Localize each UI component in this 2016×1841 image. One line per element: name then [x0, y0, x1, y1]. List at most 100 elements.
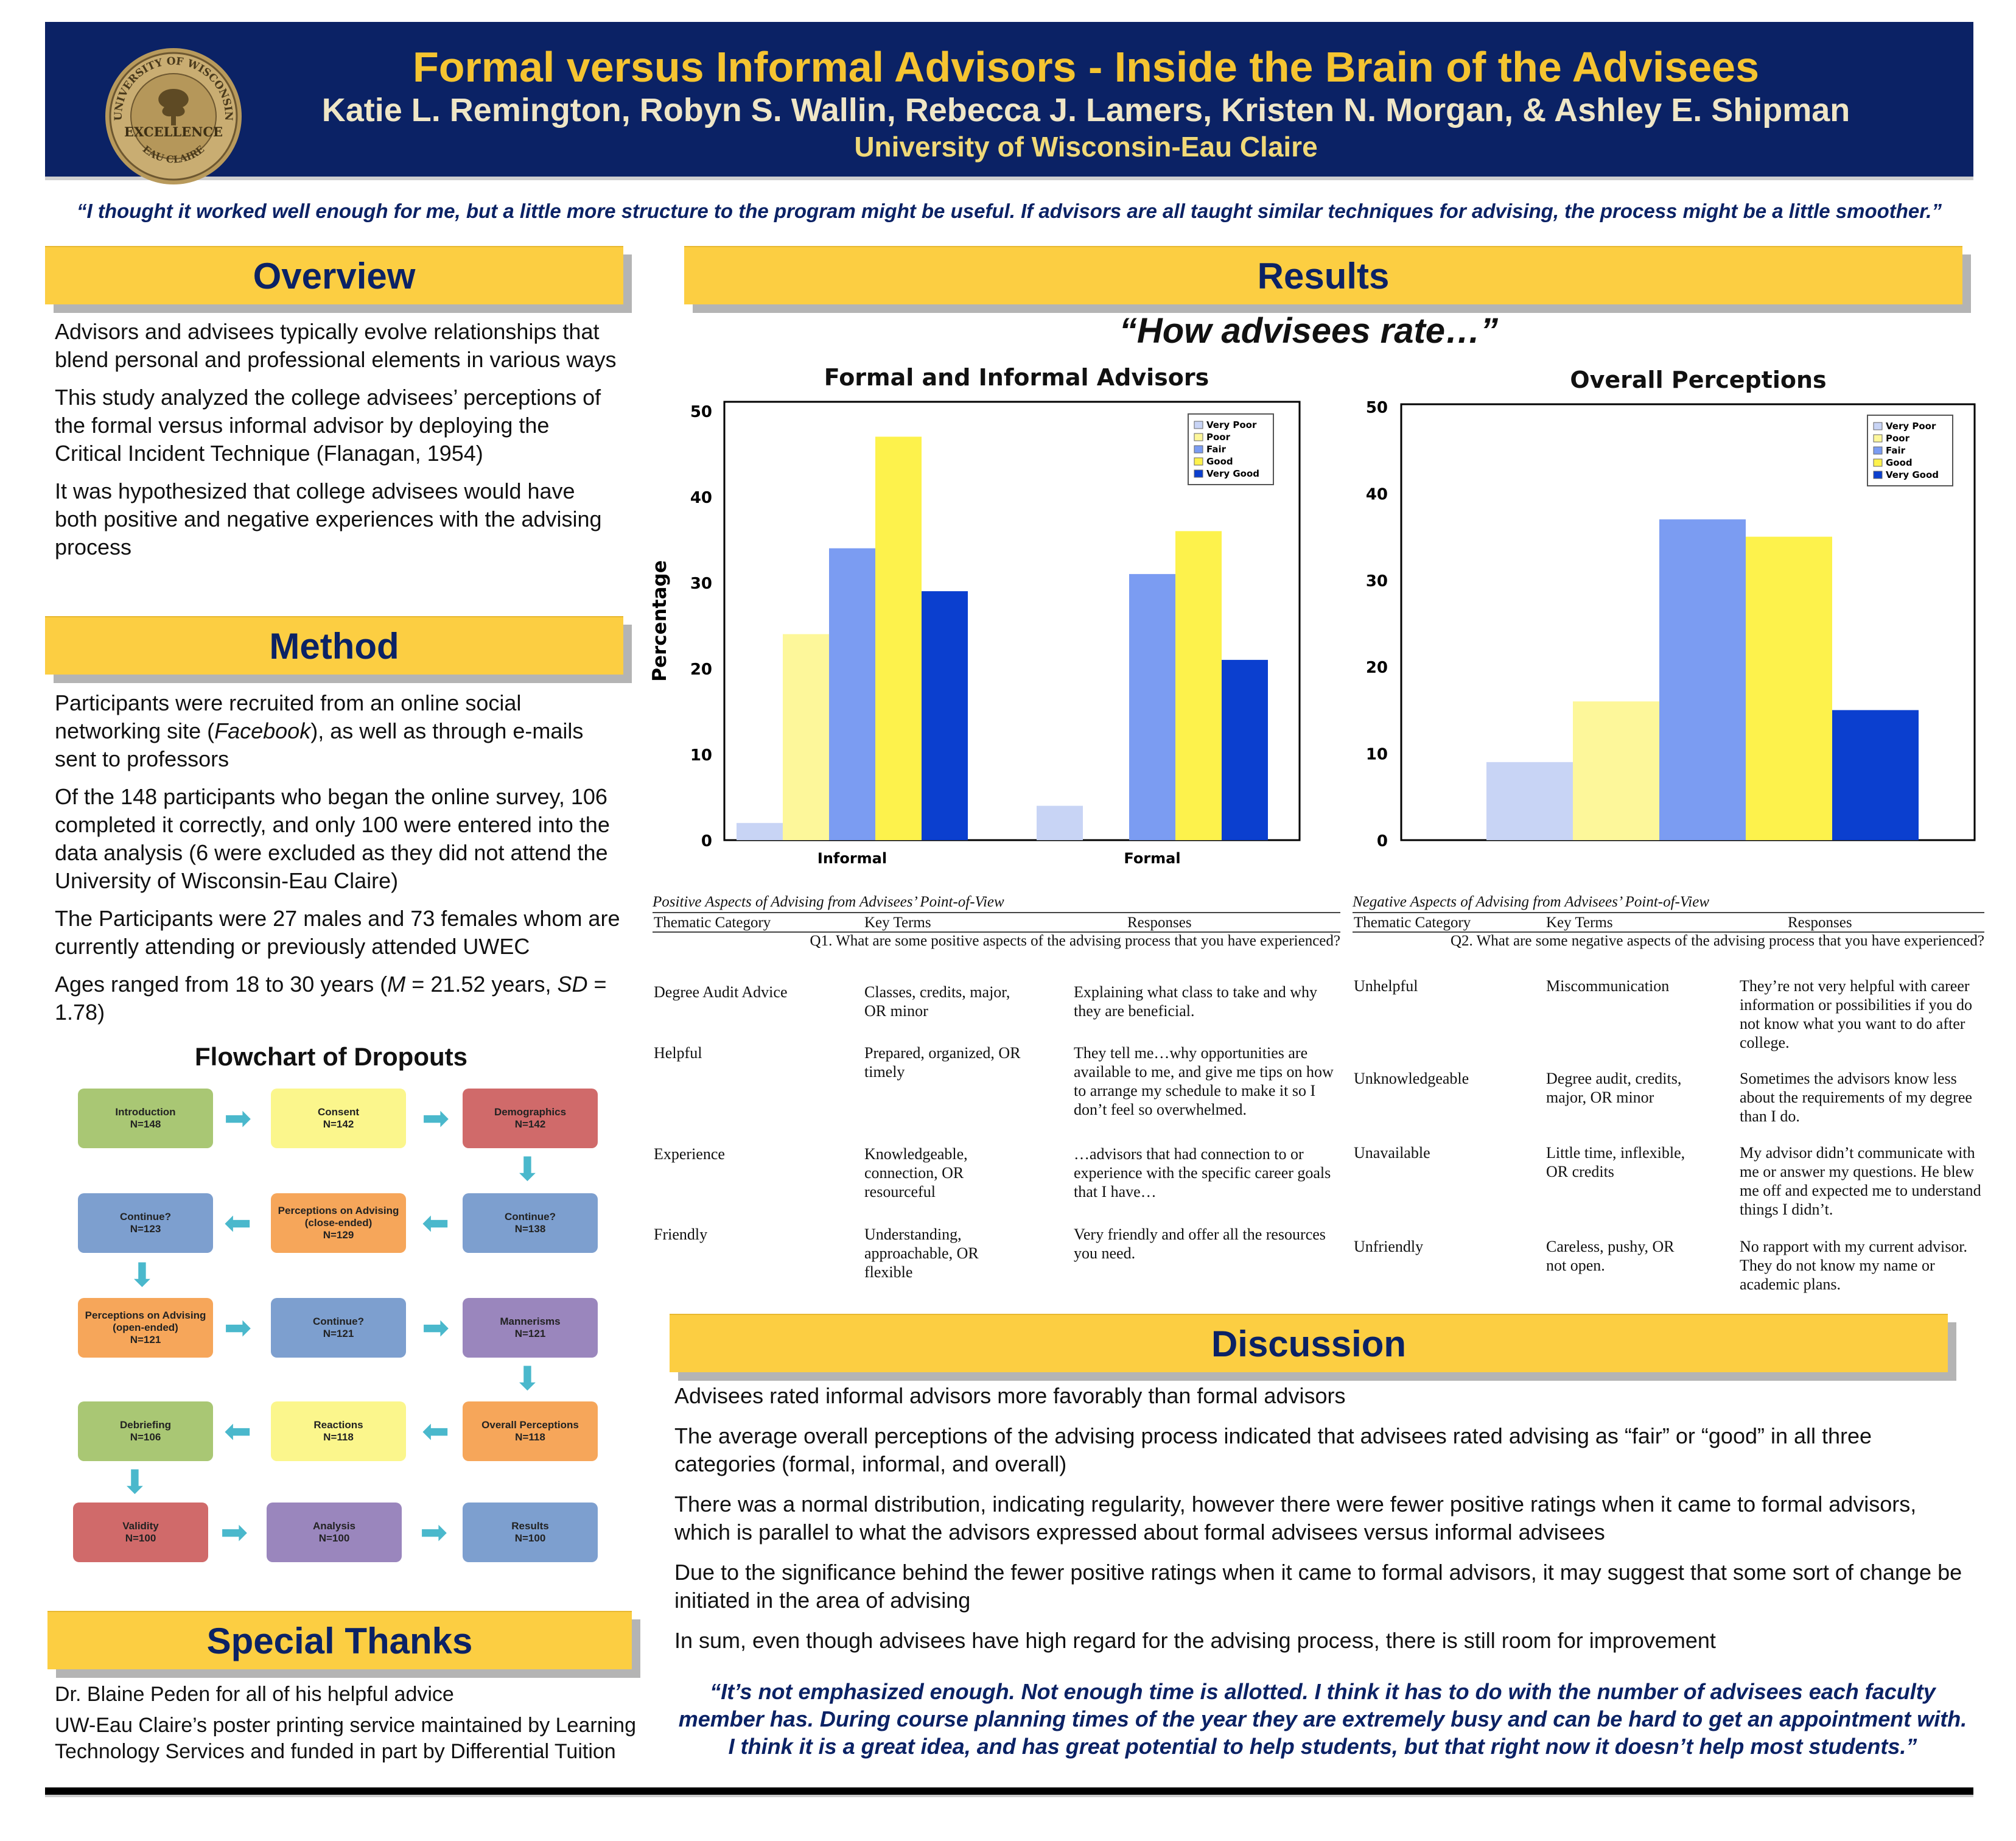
overview-paragraph: It was hypothesized that college advisee…	[55, 479, 602, 559]
bar-poor	[783, 634, 829, 840]
legend-label: Good	[1886, 457, 1913, 468]
legend-label: Poor	[1886, 433, 1910, 444]
discussion-banner: Discussion	[670, 1314, 1948, 1372]
flow-box-mannerisms: Mannerisms N=121	[463, 1298, 598, 1358]
legend-swatch	[1194, 433, 1203, 441]
overview-banner: Overview	[45, 246, 623, 304]
arrow-down-icon: ➡	[117, 1467, 154, 1495]
overview-paragraph: Advisors and advisees typically evolve r…	[55, 319, 617, 372]
chart-formal-informal: Percentage 0 10 20 30 40 50 Informal Formal Ve…	[651, 401, 1301, 864]
arrow-left-icon: ➡	[224, 1413, 252, 1450]
legend-label: Very Good	[1886, 469, 1939, 480]
bar-very-good	[922, 591, 968, 840]
legend-swatch	[1873, 458, 1883, 467]
thanks-text: Dr. Blaine Peden for all of his helpful …	[55, 1681, 651, 1775]
poster-title: Formal versus Informal Advisors - Inside…	[412, 43, 1760, 91]
legend-swatch	[1194, 421, 1203, 429]
chart1-ylabel: Percentage	[651, 560, 671, 681]
flow-box-continue-138: Continue? N=138	[463, 1193, 598, 1253]
method-paragraph: Of the 148 participants who began the on…	[55, 784, 610, 893]
legend-swatch	[1194, 445, 1203, 454]
header-responses: Responses	[1127, 914, 1192, 931]
arrow-left-icon: ➡	[224, 1205, 252, 1241]
header-responses: Responses	[1788, 914, 1852, 931]
legend-label: Fair	[1206, 444, 1227, 455]
chart1-title: Formal and Informal Advisors	[824, 364, 1209, 391]
method-banner: Method	[45, 616, 623, 675]
legend-swatch	[1873, 471, 1883, 479]
bar-fair	[1659, 519, 1746, 840]
flow-box-introduction: Introduction N=148	[78, 1089, 213, 1148]
legend-label: Very Poor	[1206, 419, 1257, 430]
poster-authors: Katie L. Remington, Robyn S. Wallin, Reb…	[321, 92, 1850, 128]
header-key-terms: Key Terms	[864, 914, 931, 931]
flowchart: Introduction N=148 ➡ Consent N=142 ➡ Demog…	[61, 1078, 621, 1565]
arrow-right-icon: ➡	[422, 1310, 450, 1346]
method-text: Participants were recruited from an onli…	[55, 689, 621, 1036]
overview-text: Advisors and advisees typically evolve r…	[55, 318, 621, 571]
y-tick-label: 40	[690, 489, 712, 507]
flow-box-results: Results N=100	[463, 1503, 598, 1562]
rate-heading: “How advisees rate…”	[1119, 311, 1499, 351]
flow-box-consent: Consent N=142	[271, 1089, 406, 1148]
legend-swatch	[1873, 446, 1883, 455]
table-row: Unavailable Little time, inflexible, OR …	[1354, 1144, 1981, 1218]
bar-good	[875, 437, 922, 840]
positive-table-header: Thematic Category Key Terms Responses	[653, 913, 1340, 933]
legend-label: Very Good	[1206, 468, 1259, 479]
negative-table-question: Q2. What are some negative aspects of th…	[1451, 933, 1984, 949]
y-tick-label: 30	[690, 575, 712, 593]
header-thematic-category: Thematic Category	[1354, 914, 1471, 931]
legend-label: Very Poor	[1886, 421, 1936, 432]
y-tick-label: 50	[690, 403, 712, 421]
bar-good	[1746, 536, 1832, 840]
bar-good	[1175, 531, 1222, 840]
y-tick-label: 20	[1366, 659, 1388, 677]
x-category-label: Formal	[1124, 850, 1180, 864]
legend-label: Good	[1206, 456, 1233, 467]
discussion-text: Advisees rated informal advisors more fa…	[674, 1382, 1971, 1667]
flow-box-overall-perceptions: Overall Perceptions N=118	[463, 1401, 598, 1461]
flow-box-continue-121: Continue? N=121	[271, 1298, 406, 1358]
method-paragraph: Participants were recruited from an onli…	[55, 690, 584, 771]
thanks-paragraph: UW-Eau Claire’s poster printing service …	[55, 1714, 636, 1763]
bar-fair	[829, 548, 875, 840]
flowchart-title: Flowchart of Dropouts	[195, 1042, 467, 1071]
table-row: Friendly Understanding, approachable, OR…	[654, 1226, 1326, 1281]
thanks-paragraph: Dr. Blaine Peden for all of his helpful …	[55, 1683, 454, 1706]
arrow-left-icon: ➡	[422, 1413, 450, 1450]
positive-table-question: Q1. What are some positive aspects of th…	[810, 933, 1340, 949]
flow-box-analysis: Analysis N=100	[267, 1503, 402, 1562]
bar-very-poor	[737, 822, 783, 840]
table-row: Helpful Prepared, organized, OR timely T…	[654, 1044, 1334, 1118]
x-category-label: Informal	[817, 850, 887, 864]
overview-paragraph: This study analyzed the college advisees…	[55, 385, 601, 466]
top-quote: “I thought it worked well enough for me,…	[77, 200, 1942, 222]
flow-box-debriefing: Debriefing N=106	[78, 1401, 213, 1461]
arrow-right-icon: ➡	[224, 1310, 252, 1346]
negative-table-header: Thematic Category Key Terms Responses	[1353, 913, 1984, 933]
y-tick-label: 50	[1366, 399, 1388, 417]
legend-swatch	[1194, 457, 1203, 466]
discussion-paragraph: Due to the significance behind the fewer…	[674, 1560, 1962, 1613]
header-thematic-category: Thematic Category	[654, 914, 771, 931]
y-tick-label: 30	[1366, 572, 1388, 591]
legend-swatch	[1194, 469, 1203, 478]
y-tick-label: 40	[1366, 485, 1388, 503]
arrow-right-icon: ➡	[422, 1100, 450, 1137]
table-row: Unfriendly Careless, pushy, OR not open.…	[1354, 1238, 1968, 1293]
header-key-terms: Key Terms	[1546, 914, 1613, 931]
method-paragraph: The Participants were 27 males and 73 fe…	[55, 906, 620, 959]
discussion-paragraph: In sum, even though advisees have high r…	[674, 1628, 1716, 1653]
method-paragraph: Ages ranged from 18 to 30 years (M = 21.…	[55, 972, 607, 1025]
flow-box-perceptions-closed: Perceptions on Advising (close-ended) N=1…	[271, 1193, 406, 1253]
thanks-banner: Special Thanks	[47, 1611, 632, 1669]
bar-very-poor	[1037, 805, 1083, 840]
negative-table-title: Negative Aspects of Advising from Advise…	[1353, 894, 1984, 913]
method-heading: Method	[269, 626, 399, 667]
bottom-quote: “It’s not emphasized enough. Not enough …	[678, 1679, 1967, 1759]
y-tick-label: 0	[701, 832, 712, 850]
thanks-heading: Special Thanks	[206, 1621, 473, 1661]
